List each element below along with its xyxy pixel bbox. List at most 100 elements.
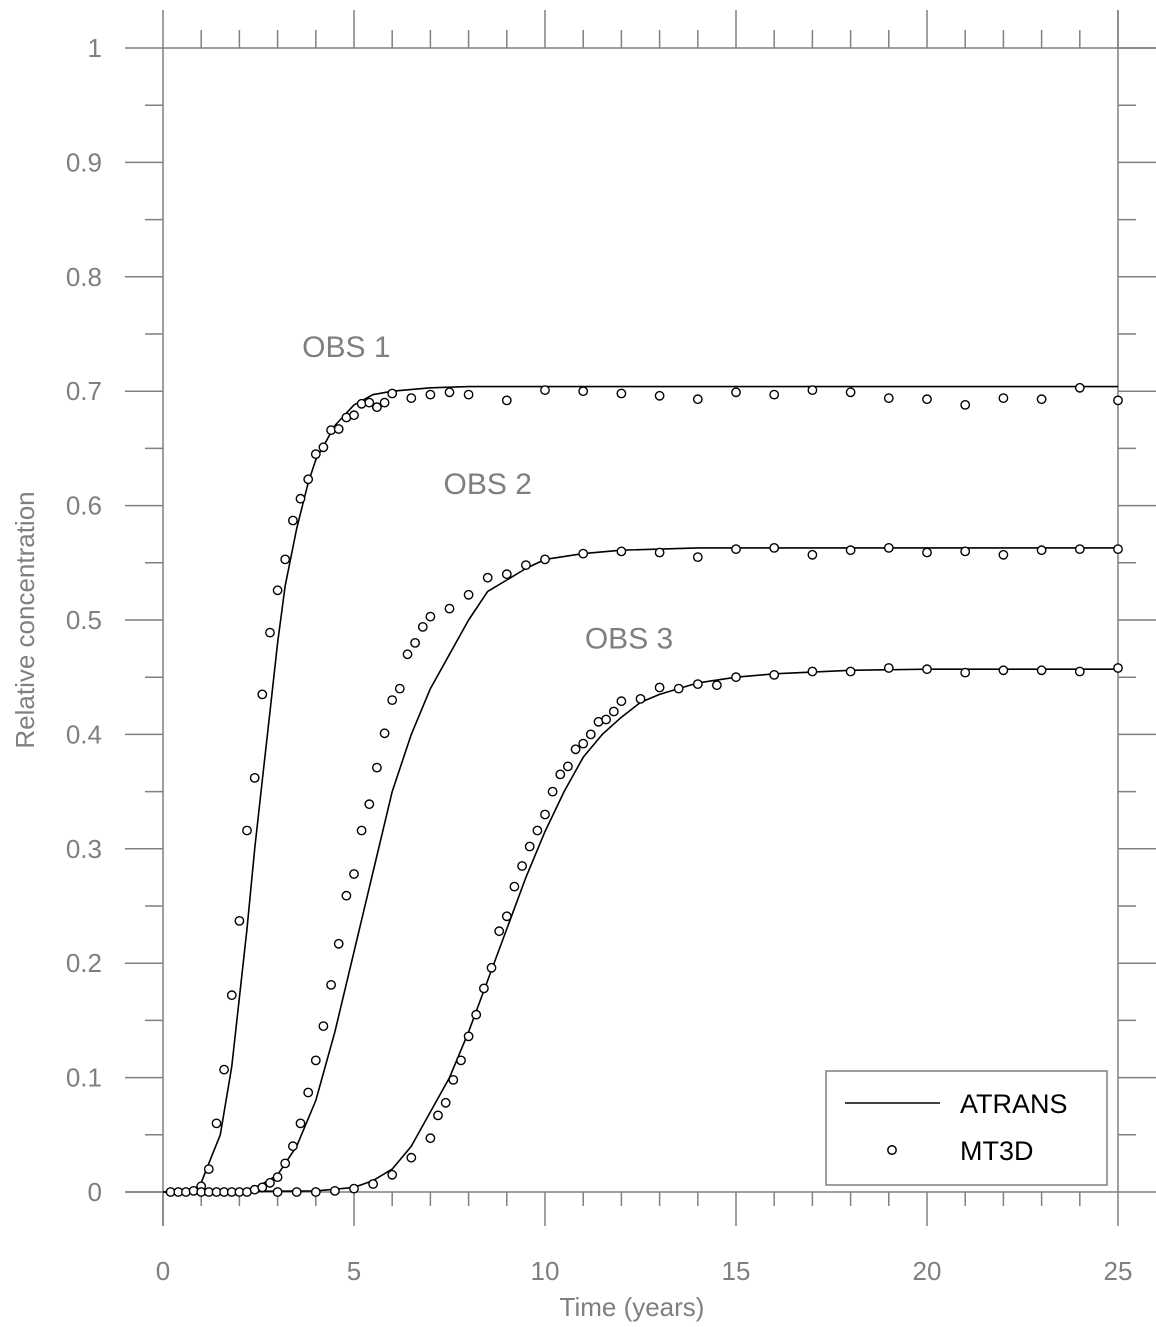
mt3d-point-obs-3 [635,694,646,704]
mt3d-point-obs-3 [807,666,818,677]
mt3d-point-obs-3 [998,665,1009,676]
mt3d-point-obs-1 [654,390,665,401]
mt3d-point-obs-2 [303,1087,314,1098]
mt3d-point-obs-2 [463,589,474,600]
mt3d-point-obs-2 [349,869,359,879]
mt3d-point-obs-3 [922,664,932,675]
mt3d-point-obs-1 [883,393,894,403]
mt3d-point-obs-1 [242,825,252,836]
mt3d-point-obs-2 [379,728,390,739]
mt3d-point-obs-3 [291,1187,302,1197]
mt3d-point-obs-3 [608,706,619,717]
mt3d-point-obs-1 [287,515,298,526]
mt3d-point-obs-1 [540,385,550,395]
mt3d-point-obs-1 [310,449,321,459]
mt3d-point-obs-3 [692,679,703,689]
mt3d-point-obs-3 [463,1031,474,1042]
mt3d-point-obs-2 [356,825,367,836]
mt3d-point-obs-2 [272,1172,283,1183]
mt3d-point-obs-2 [482,572,493,583]
y-tick-label: 1 [88,33,102,63]
mt3d-point-obs-1 [211,1118,222,1129]
mt3d-point-obs-1 [692,394,703,405]
mt3d-point-obs-2 [578,548,589,559]
legend-box [825,1070,1108,1186]
y-axis-title: Relative concentration [10,491,40,748]
mt3d-point-obs-3 [578,738,589,749]
mt3d-point-obs-2 [257,1182,268,1193]
mt3d-point-obs-2 [883,543,894,553]
mt3d-point-obs-3 [433,1110,443,1121]
mt3d-point-obs-3 [448,1075,459,1085]
mt3d-point-obs-1 [249,773,260,783]
mt3d-point-obs-2 [295,1118,306,1129]
mt3d-point-obs-1 [364,397,375,408]
mt3d-point-obs-3 [406,1152,417,1163]
mt3d-point-obs-1 [387,388,398,399]
mt3d-point-obs-2 [371,762,382,773]
mt3d-point-obs-3 [509,881,520,892]
mt3d-point-obs-1 [463,389,474,400]
y-tick-label: 0.7 [66,376,102,406]
mt3d-point-obs-3 [387,1169,398,1180]
mt3d-point-obs-3 [486,962,497,973]
mt3d-point-obs-2 [333,938,344,949]
mt3d-point-obs-1 [922,394,932,405]
mt3d-point-obs-3 [547,786,558,797]
mt3d-point-obs-2 [922,547,932,558]
mt3d-point-obs-3 [731,672,741,683]
mt3d-point-obs-2 [265,1177,275,1188]
x-tick-label: 25 [1104,1256,1133,1286]
mt3d-point-obs-2 [402,649,413,660]
mt3d-point-obs-3 [673,683,684,694]
mt3d-point-obs-2 [654,547,665,558]
y-tick-label: 0.9 [66,147,102,177]
mt3d-point-obs-2 [731,544,741,554]
mt3d-point-obs-3 [1036,665,1047,676]
curve-labels: OBS 1 OBS 2 OBS 3 [302,331,673,656]
x-axis-title: Time (years) [560,1292,705,1322]
mt3d-point-obs-2 [501,569,512,580]
y-tick-label: 0.6 [66,491,102,521]
mt3d-point-obs-2 [287,1141,298,1152]
mt3d-point-obs-3 [960,667,971,678]
x-tick-label: 20 [913,1256,942,1286]
mt3d-point-obs-1 [425,389,436,400]
mt3d-point-obs-3 [1074,666,1085,677]
mt3d-point-obs-2 [318,1021,329,1031]
mt3d-point-obs-1 [203,1164,214,1175]
mt3d-point-obs-2 [410,638,420,648]
mt3d-point-obs-3 [532,825,543,836]
mt3d-point-obs-1 [769,389,780,400]
mt3d-point-obs-2 [769,543,780,553]
mt3d-point-obs-2 [1113,544,1123,554]
mt3d-point-obs-1 [295,493,306,504]
mt3d-point-obs-2 [417,622,428,632]
legend-label-mt3d: MT3D [960,1136,1034,1166]
mt3d-point-obs-2 [1074,544,1085,554]
curve-label-obs-3: OBS 3 [585,623,673,656]
mt3d-point-obs-1 [265,627,275,638]
mt3d-point-obs-3 [712,680,722,691]
mt3d-point-obs-1 [226,990,237,1001]
mt3d-point-obs-2 [1036,545,1047,556]
mt3d-point-obs-3 [478,983,489,994]
mt3d-point-obs-1 [444,387,455,398]
mt3d-point-obs-1 [845,387,856,398]
mt3d-point-obs-3 [654,682,665,693]
y-tick-label: 0.8 [66,262,102,292]
y-tick-label: 0.1 [66,1063,102,1093]
mt3d-point-obs-2 [310,1055,321,1066]
x-tick-label: 10 [531,1256,560,1286]
mt3d-point-obs-1 [318,442,329,453]
y-tick-label: 0.2 [66,948,102,978]
mt3d-point-obs-1 [379,397,390,408]
markers [165,382,1123,1197]
y-tick-label: 0.3 [66,834,102,864]
mt3d-point-obs-1 [406,393,417,403]
legend-circle-swatch [887,1145,897,1155]
mt3d-point-obs-2 [616,546,627,557]
legend: ATRANS MT3D [825,1070,1108,1186]
mt3d-point-obs-1 [1036,394,1047,405]
